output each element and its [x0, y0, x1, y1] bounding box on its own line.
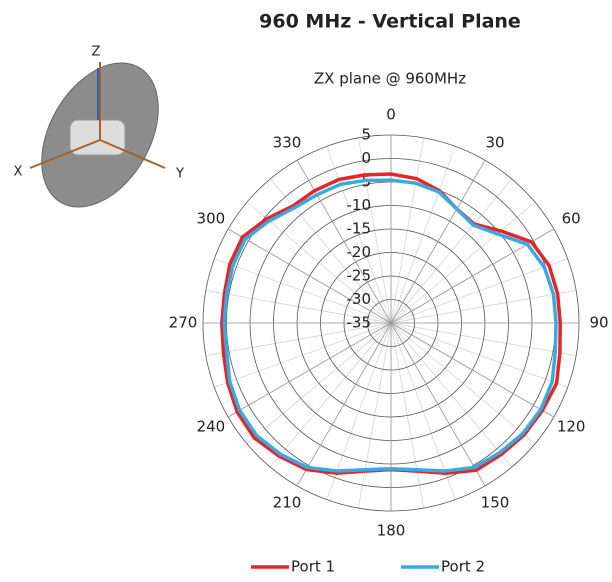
- radial-tick-label: -35: [347, 314, 372, 332]
- angle-label: 30: [485, 133, 504, 151]
- angle-tick: [296, 159, 392, 324]
- angle-label: 90: [589, 314, 608, 332]
- radial-tick-label: -25: [347, 267, 372, 285]
- angle-label: 150: [481, 494, 510, 512]
- legend-label: Port 1: [291, 558, 335, 576]
- axis-y-label: Y: [175, 167, 184, 182]
- radial-tick-label: 5: [361, 126, 371, 144]
- chart-subtitle: ZX plane @ 960MHz: [314, 70, 466, 88]
- angle-label: 120: [557, 418, 586, 436]
- angle-tick: [390, 159, 486, 324]
- axis-x-label: X: [14, 165, 23, 180]
- radial-tick-label: 0: [361, 149, 371, 167]
- radial-tick-label: -20: [347, 243, 372, 261]
- angle-label: 0: [386, 106, 396, 124]
- x-axis: [29, 139, 101, 169]
- angle-label: 240: [197, 418, 226, 436]
- y-axis: [99, 139, 166, 169]
- axis-z-label: Z: [92, 45, 101, 60]
- radial-tick-label: -15: [347, 220, 372, 238]
- series-line: [222, 178, 558, 473]
- chart-title: 960 MHz - Vertical Plane: [259, 11, 521, 33]
- angle-label: 180: [377, 522, 406, 540]
- legend-label: Port 2: [441, 558, 485, 576]
- angle-label: 270: [169, 314, 198, 332]
- radial-tick-label: -30: [347, 290, 372, 308]
- antenna-figure: Z X Y: [14, 45, 184, 208]
- radial-tick-label: -10: [347, 196, 372, 214]
- angle-label: 60: [562, 210, 581, 228]
- angle-label: 330: [273, 133, 302, 151]
- angle-tick: [390, 322, 555, 418]
- angle-tick: [296, 322, 392, 487]
- angle-tick: [227, 322, 392, 418]
- angle-tick: [390, 322, 486, 487]
- angle-label: 300: [197, 210, 226, 228]
- angle-label: 210: [273, 494, 302, 512]
- angle-tick: [227, 228, 392, 324]
